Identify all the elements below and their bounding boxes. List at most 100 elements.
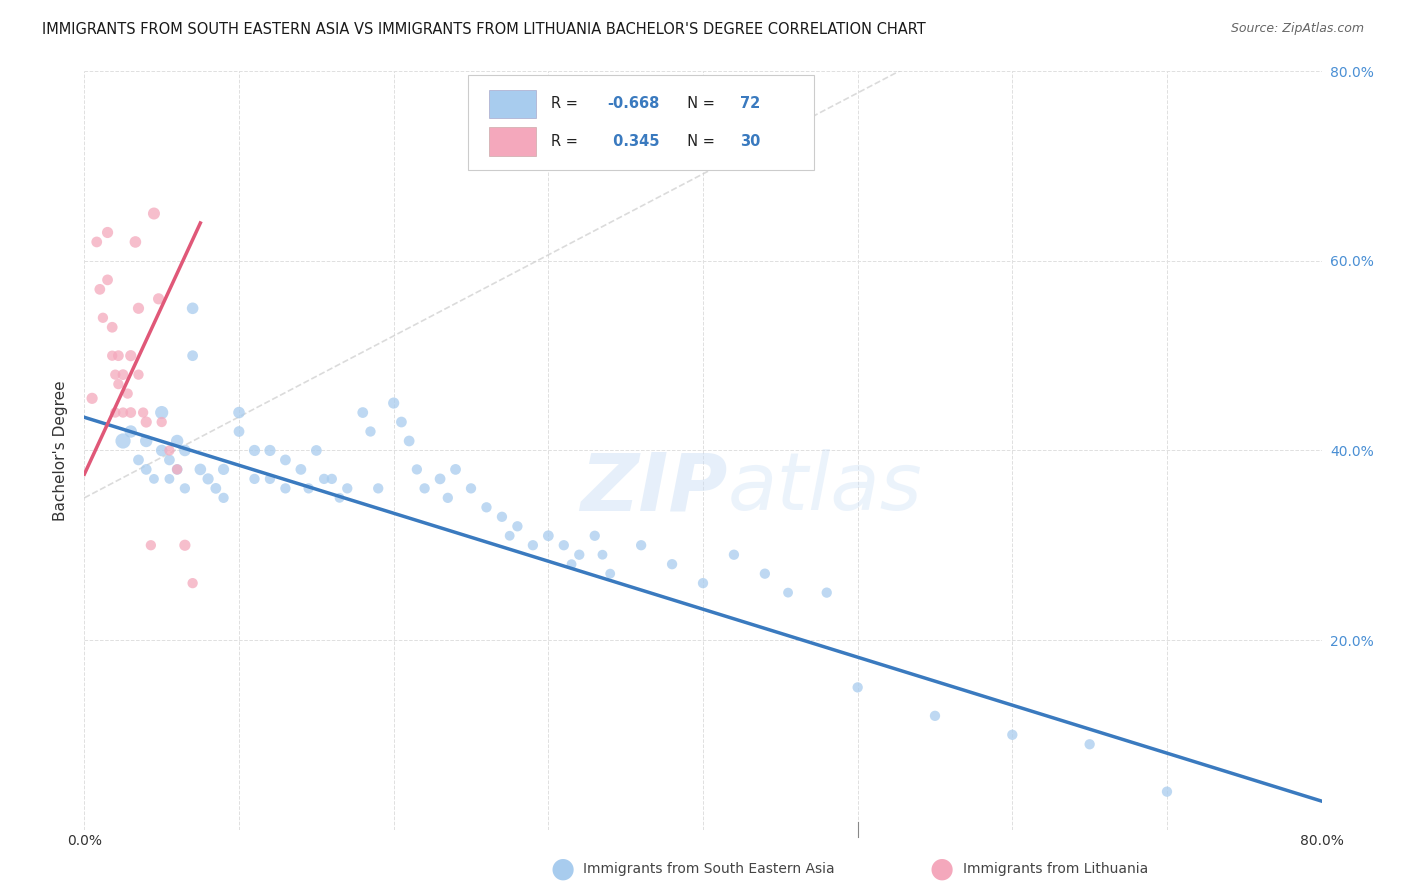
Point [82, 392, 104, 406]
Point [367, 482, 389, 496]
Bar [489, 89, 536, 119]
Point [312, 472, 335, 486]
Point [297, 482, 319, 496]
Point [537, 529, 560, 543]
Text: Source: ZipAtlas.com: Source: ZipAtlas.com [1230, 22, 1364, 36]
Point [107, 349, 129, 363]
Point [212, 462, 235, 476]
Text: R =: R = [551, 135, 582, 149]
Point [143, 206, 166, 220]
Point [568, 548, 591, 562]
Point [135, 434, 157, 448]
Point [174, 538, 197, 552]
Point [91, 310, 114, 325]
Point [815, 585, 838, 599]
Text: N =: N = [678, 96, 720, 112]
Point [259, 443, 281, 458]
Bar [489, 128, 536, 156]
Point [212, 491, 235, 505]
Point [592, 548, 614, 562]
Point [96, 226, 118, 240]
Text: R =: R = [551, 96, 582, 112]
Point [429, 472, 451, 486]
Point [181, 301, 204, 316]
Point [135, 462, 157, 476]
Point [205, 482, 228, 496]
Point [1156, 785, 1178, 799]
Point [127, 368, 149, 382]
Text: IMMIGRANTS FROM SOUTH EASTERN ASIA VS IMMIGRANTS FROM LITHUANIA BACHELOR'S DEGRE: IMMIGRANTS FROM SOUTH EASTERN ASIA VS IM… [42, 22, 927, 37]
Point [692, 576, 714, 591]
Point [460, 482, 482, 496]
Point [360, 425, 382, 439]
Point [305, 443, 328, 458]
Point [924, 708, 946, 723]
Point [723, 548, 745, 562]
Point [506, 519, 529, 533]
Point [382, 396, 405, 410]
Point [336, 482, 359, 496]
Point [475, 500, 498, 515]
Point [290, 462, 312, 476]
Point [274, 453, 297, 467]
Point [112, 406, 135, 420]
Point [1078, 737, 1101, 751]
Point [352, 406, 374, 420]
Point [444, 462, 467, 476]
Point [143, 472, 166, 486]
Point [321, 472, 343, 486]
Point [159, 443, 180, 458]
Point [197, 472, 219, 486]
Point [181, 576, 204, 591]
Point [328, 491, 352, 505]
Point [181, 349, 204, 363]
Text: N =: N = [678, 135, 720, 149]
Text: atlas: atlas [728, 450, 922, 527]
Point [120, 406, 142, 420]
Point [398, 434, 420, 448]
Point [112, 434, 135, 448]
Point [1001, 728, 1024, 742]
Text: 0.345: 0.345 [607, 135, 659, 149]
Point [274, 482, 297, 496]
Point [166, 434, 188, 448]
Point [166, 462, 188, 476]
Point [243, 472, 266, 486]
Point [117, 386, 139, 401]
Y-axis label: Bachelor's Degree: Bachelor's Degree [53, 380, 69, 521]
Text: -0.668: -0.668 [607, 96, 659, 112]
Point [96, 273, 118, 287]
Point [259, 472, 281, 486]
Point [150, 443, 173, 458]
Point [499, 529, 522, 543]
Point [107, 377, 129, 392]
Point [135, 415, 157, 429]
Point [159, 453, 180, 467]
Point [132, 406, 155, 420]
Point [630, 538, 652, 552]
Text: ●: ● [929, 855, 955, 883]
Point [188, 462, 211, 476]
Point [166, 462, 188, 476]
Point [846, 681, 869, 695]
Point [104, 368, 127, 382]
Point [150, 406, 173, 420]
Point [159, 472, 180, 486]
Point [124, 235, 146, 249]
Point [553, 538, 575, 552]
Point [174, 482, 197, 496]
Point [120, 349, 142, 363]
Point [86, 235, 108, 249]
Text: 72: 72 [740, 96, 761, 112]
Point [599, 566, 621, 581]
Point [413, 482, 436, 496]
Point [139, 538, 162, 552]
Point [112, 368, 135, 382]
Point [776, 585, 799, 599]
Point [104, 406, 127, 420]
Point [101, 320, 124, 334]
Point [522, 538, 544, 552]
Point [127, 453, 149, 467]
Text: Immigrants from South Eastern Asia: Immigrants from South Eastern Asia [583, 862, 835, 876]
Point [754, 566, 776, 581]
